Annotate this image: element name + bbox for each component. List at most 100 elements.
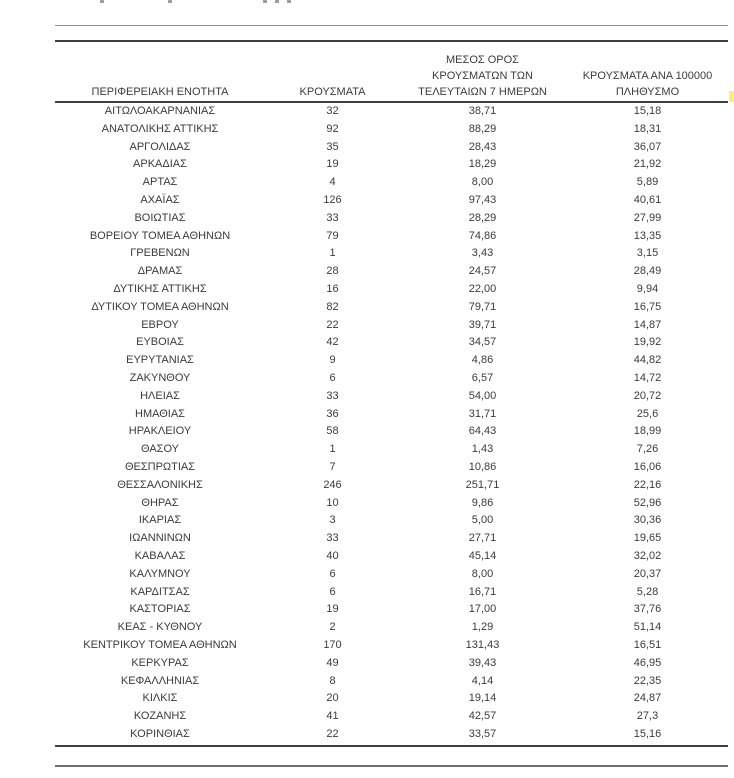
table-row: ΑΡΚΑΔΙΑΣ 19 18,29 21,92 xyxy=(55,156,730,174)
table-row: ΗΜΑΘΙΑΣ 36 31,71 25,6 xyxy=(55,406,730,424)
cell-regional-unit: ΚΕΡΚΥΡΑΣ xyxy=(131,656,189,669)
cell-avg-7-days: 6,57 xyxy=(471,371,494,384)
table-row: ΔΡΑΜΑΣ 28 24,57 28,49 xyxy=(55,263,730,281)
cell-cases-per-100000: 22,16 xyxy=(633,478,662,491)
cell-regional-unit: ΗΜΑΘΙΑΣ xyxy=(135,407,185,420)
cell-cases: 58 xyxy=(326,425,339,438)
table-row: ΚΕΝΤΡΙΚΟΥ ΤΟΜΕΑ ΑΘΗΝΩΝ 170 131,43 16,51 xyxy=(55,637,730,655)
cell-cases-per-100000: 51,14 xyxy=(633,621,662,634)
cell-cases-per-100000: 5,89 xyxy=(636,176,659,189)
cell-regional-unit: ΒΟΙΩΤΙΑΣ xyxy=(134,211,186,224)
cell-avg-7-days: 8,00 xyxy=(471,567,494,580)
table-row: ΔΥΤΙΚΗΣ ΑΤΤΙΚΗΣ 16 22,00 9,94 xyxy=(55,281,730,299)
table-row: ΖΑΚΥΝΘΟΥ 6 6,57 14,72 xyxy=(55,370,730,388)
cropped-text-remnant xyxy=(287,0,291,3)
cell-avg-7-days: 28,43 xyxy=(468,140,497,153)
cell-cases-per-100000: 18,99 xyxy=(633,425,662,438)
cell-regional-unit: ΓΡΕΒΕΝΩΝ xyxy=(130,247,190,260)
cell-cases-per-100000: 40,61 xyxy=(633,193,662,206)
cell-cases-per-100000: 24,87 xyxy=(633,692,662,705)
cropped-text-remnant xyxy=(275,0,279,3)
cell-regional-unit: ΘΕΣΣΑΛΟΝΙΚΗΣ xyxy=(117,478,203,491)
table-row: ΚΑΛΥΜΝΟΥ 6 8,00 20,37 xyxy=(55,566,730,584)
cell-regional-unit: ΕΥΒΟΙΑΣ xyxy=(136,336,184,349)
cell-cases-per-100000: 19,92 xyxy=(633,336,662,349)
cell-cases: 79 xyxy=(326,229,339,242)
horizontal-rule-bottom-second xyxy=(55,765,728,767)
table-row: ΚΕΦΑΛΛΗΝΙΑΣ 8 4,14 22,35 xyxy=(55,673,730,691)
cell-cases: 8 xyxy=(329,674,336,687)
cell-regional-unit: ΑΧΑΪΑΣ xyxy=(140,193,180,206)
cell-regional-unit: ΚΟΖΑΝΗΣ xyxy=(133,710,187,723)
cell-avg-7-days: 64,43 xyxy=(468,425,497,438)
cell-cases: 36 xyxy=(326,407,339,420)
cell-cases: 35 xyxy=(326,140,339,153)
cell-cases: 246 xyxy=(323,478,342,491)
cell-avg-7-days: 19,14 xyxy=(468,692,497,705)
cell-regional-unit: ΚΕΝΤΡΙΚΟΥ ΤΟΜΕΑ ΑΘΗΝΩΝ xyxy=(83,638,237,651)
cell-cases: 92 xyxy=(326,122,339,135)
cell-regional-unit: ΘΗΡΑΣ xyxy=(141,496,179,509)
cell-avg-7-days: 39,43 xyxy=(468,656,497,669)
cell-cases-per-100000: 27,3 xyxy=(636,710,659,723)
cell-cases: 22 xyxy=(326,318,339,331)
horizontal-rule-bottom-thick xyxy=(55,745,728,747)
cell-cases-per-100000: 16,75 xyxy=(633,300,662,313)
cell-avg-7-days: 79,71 xyxy=(468,300,497,313)
cell-avg-7-days: 5,00 xyxy=(471,514,494,527)
cell-cases: 6 xyxy=(329,585,336,598)
cell-cases: 4 xyxy=(329,176,336,189)
cell-regional-unit: ΑΙΤΩΛΟΑΚΑΡΝΑΝΙΑΣ xyxy=(104,105,216,117)
cell-cases-per-100000: 46,95 xyxy=(633,656,662,669)
cell-cases-per-100000: 20,72 xyxy=(633,389,662,402)
cell-regional-unit: ΕΥΡΥΤΑΝΙΑΣ xyxy=(126,354,194,367)
cell-avg-7-days: 88,29 xyxy=(468,122,497,135)
cell-cases-per-100000: 22,35 xyxy=(633,674,662,687)
cell-avg-7-days: 42,57 xyxy=(468,710,497,723)
cell-regional-unit: ΙΩΑΝΝΙΝΩΝ xyxy=(129,532,191,545)
cell-regional-unit: ΒΟΡΕΙΟΥ ΤΟΜΕΑ ΑΘΗΝΩΝ xyxy=(89,229,231,242)
column-header-regional-unit: ΠΕΡΙΦΕΡΕΙΑΚΗ ΕΝΟΤΗΤΑ xyxy=(91,86,229,98)
table-row: ΑΝΑΤΟΛΙΚΗΣ ΑΤΤΙΚΗΣ 92 88,29 18,31 xyxy=(55,121,730,139)
cell-cases-per-100000: 28,49 xyxy=(633,265,662,278)
table-row: ΑΡΤΑΣ 4 8,00 5,89 xyxy=(55,174,730,192)
table-row: ΗΛΕΙΑΣ 33 54,00 20,72 xyxy=(55,388,730,406)
cell-cases: 49 xyxy=(326,656,339,669)
cell-avg-7-days: 8,00 xyxy=(471,176,494,189)
cell-avg-7-days: 54,00 xyxy=(468,389,497,402)
cell-cases: 3 xyxy=(329,514,336,527)
cell-cases: 16 xyxy=(326,282,339,295)
cell-regional-unit: ΖΑΚΥΝΘΟΥ xyxy=(129,371,191,384)
table-row: ΕΥΡΥΤΑΝΙΑΣ 9 4,86 44,82 xyxy=(55,352,730,370)
table-row: ΚΑΡΔΙΤΣΑΣ 6 16,71 5,28 xyxy=(55,584,730,602)
table-row: ΚΟΖΑΝΗΣ 41 42,57 27,3 xyxy=(55,708,730,726)
cell-cases: 19 xyxy=(326,603,339,616)
cell-regional-unit: ΑΡΚΑΔΙΑΣ xyxy=(133,158,187,171)
cell-avg-7-days: 24,57 xyxy=(468,265,497,278)
table-header-row: ΠΕΡΙΦΕΡΕΙΑΚΗ ΕΝΟΤΗΤΑ ΚΡΟΥΣΜΑΤΑ ΜΕΣΟΣ ΟΡΟ… xyxy=(55,48,730,100)
table-row: ΕΥΒΟΙΑΣ 42 34,57 19,92 xyxy=(55,334,730,352)
table-row: ΚΙΛΚΙΣ 20 19,14 24,87 xyxy=(55,690,730,708)
horizontal-rule-top-thin xyxy=(55,25,728,26)
cell-cases-per-100000: 21,92 xyxy=(633,158,662,171)
cell-cases: 20 xyxy=(326,692,339,705)
cell-cases: 41 xyxy=(326,710,339,723)
cell-cases: 40 xyxy=(326,549,339,562)
cell-avg-7-days: 18,29 xyxy=(468,158,497,171)
cell-cases-per-100000: 30,36 xyxy=(633,514,662,527)
cell-cases-per-100000: 3,15 xyxy=(636,247,659,260)
cell-cases-per-100000: 32,02 xyxy=(633,549,662,562)
cell-avg-7-days: 9,86 xyxy=(471,496,494,509)
cell-regional-unit: ΚΟΡΙΝΘΙΑΣ xyxy=(130,727,190,740)
cell-regional-unit: ΘΕΣΠΡΩΤΙΑΣ xyxy=(124,460,196,473)
cell-avg-7-days: 16,71 xyxy=(468,585,497,598)
cell-cases: 1 xyxy=(329,247,336,260)
cell-cases-per-100000: 16,06 xyxy=(633,460,662,473)
cell-cases: 170 xyxy=(323,638,342,651)
cell-avg-7-days: 45,14 xyxy=(468,549,497,562)
cell-cases-per-100000: 14,72 xyxy=(633,371,662,384)
cell-cases: 33 xyxy=(326,389,339,402)
cell-regional-unit: ΑΡΤΑΣ xyxy=(142,176,178,189)
cell-avg-7-days: 1,43 xyxy=(471,443,494,456)
